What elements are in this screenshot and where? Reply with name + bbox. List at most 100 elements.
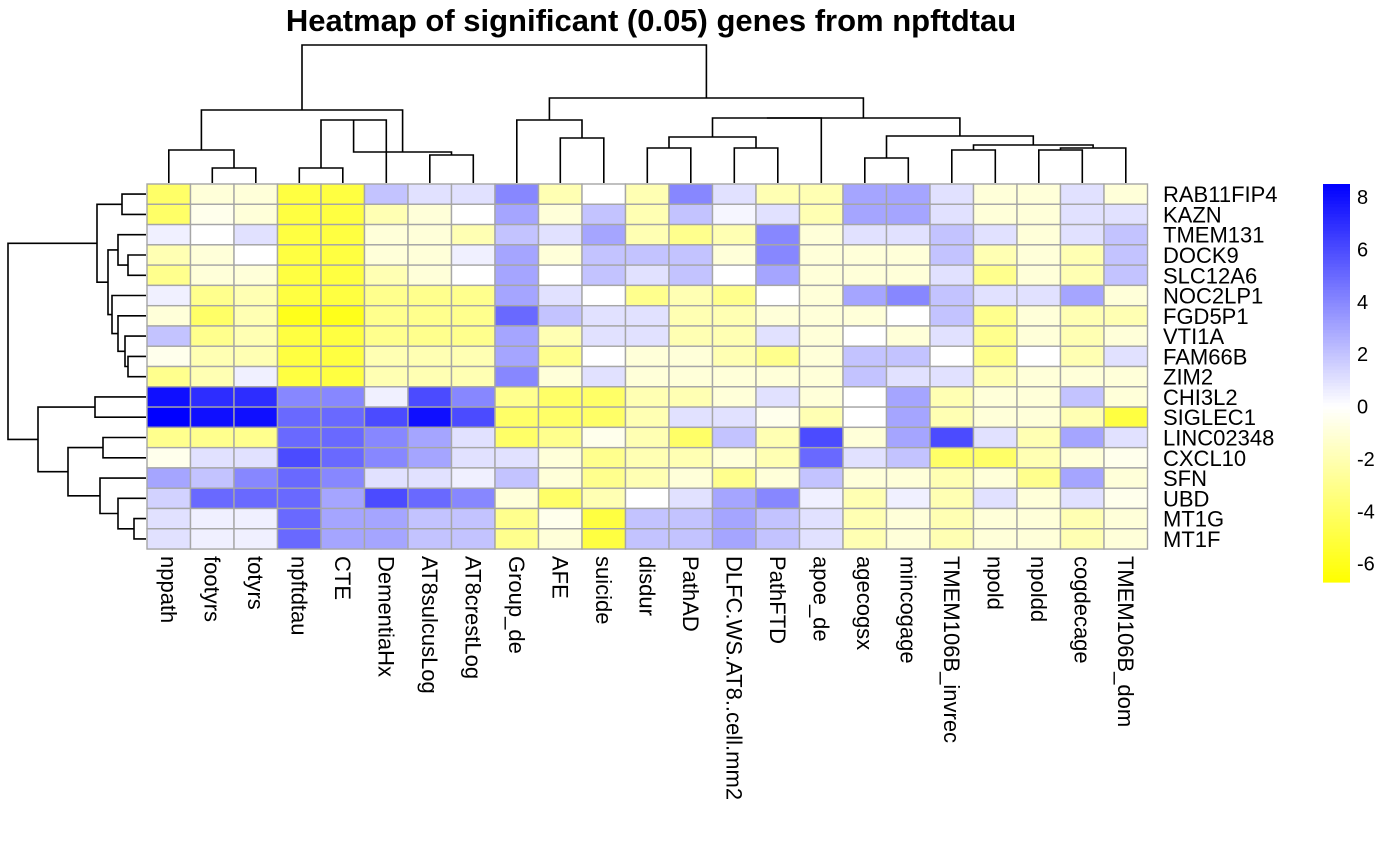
heatmap-cell — [755, 203, 801, 226]
legend-color-step — [1323, 565, 1350, 570]
heatmap-cell — [885, 406, 931, 429]
heatmap-cell — [798, 507, 844, 530]
heatmap-cell — [755, 426, 801, 449]
heatmap-cell — [842, 284, 888, 307]
heatmap-cell — [363, 507, 409, 530]
heatmap-cell — [233, 244, 279, 266]
column-label: nppath — [156, 556, 181, 623]
heatmap-cell — [276, 345, 322, 368]
legend-tick-label: 8 — [1357, 187, 1368, 209]
heatmap-cell — [450, 345, 496, 368]
legend-color-step — [1323, 396, 1350, 401]
column-label: PathAD — [678, 556, 703, 632]
heatmap-cell — [711, 386, 757, 408]
heatmap-cell — [972, 467, 1018, 489]
heatmap-cell — [276, 223, 322, 246]
heatmap-cell — [233, 426, 279, 449]
heatmap-cell — [276, 406, 322, 429]
heatmap-cell — [798, 304, 844, 327]
legend-color-step — [1323, 528, 1350, 533]
legend-color-step — [1323, 419, 1350, 424]
row-label: ZIM2 — [1163, 365, 1213, 390]
heatmap-cell — [407, 203, 453, 226]
legend-color-step — [1323, 373, 1350, 377]
heatmap-cell — [146, 183, 192, 205]
heatmap-cell — [407, 507, 453, 530]
dendrogram-branch — [133, 517, 146, 540]
heatmap-cell — [885, 446, 931, 469]
heatmap-cell — [233, 223, 279, 246]
heatmap-cell — [798, 223, 844, 246]
heatmap-cell — [189, 467, 235, 489]
heatmap-cell — [711, 183, 757, 205]
dendrogram-branch — [864, 157, 910, 183]
heatmap-cell — [494, 304, 540, 327]
legend-tick-label: -6 — [1357, 554, 1375, 576]
heatmap-cell — [276, 446, 322, 469]
heatmap-cell — [1103, 264, 1149, 287]
heatmap-cell — [798, 467, 844, 489]
dendrogram-branch — [94, 396, 146, 418]
legend-color-step — [1323, 366, 1350, 371]
heatmap-cell — [972, 446, 1018, 469]
legend-color-step — [1323, 323, 1350, 328]
heatmap-cell — [494, 446, 540, 469]
row-label: MT1G — [1163, 507, 1224, 532]
heatmap-cell — [146, 244, 192, 266]
row-label: UBD — [1163, 486, 1209, 511]
row-label: MT1F — [1163, 527, 1220, 552]
heatmap-cell — [929, 528, 975, 550]
legend-color-step — [1323, 449, 1350, 454]
legend-color-step — [1323, 260, 1350, 265]
legend-color-step — [1323, 465, 1350, 470]
heatmap-cell — [363, 446, 409, 469]
heatmap-cell — [320, 203, 366, 226]
heatmap-cell — [1016, 426, 1062, 449]
legend-color-step — [1323, 333, 1350, 338]
heatmap-cell — [1103, 386, 1149, 408]
heatmap-cell — [624, 325, 670, 347]
heatmap-cell — [320, 467, 366, 489]
heatmap-cell — [885, 467, 931, 489]
heatmap-cell — [1059, 386, 1105, 408]
heatmap-cell — [1103, 244, 1149, 266]
legend-color-step — [1323, 442, 1350, 447]
heatmap-cell — [494, 406, 540, 429]
heatmap-cell — [233, 345, 279, 368]
dendrogram-branch — [67, 446, 103, 497]
heatmap-cell — [972, 345, 1018, 368]
heatmap-cell — [189, 284, 235, 307]
column-label: CTE — [330, 556, 355, 600]
heatmap-cells — [146, 183, 1149, 550]
heatmap-cell — [1016, 446, 1062, 469]
heatmap-cell — [450, 264, 496, 287]
column-label: TMEM106B_invrec — [939, 556, 964, 743]
heatmap-cell — [189, 345, 235, 368]
legend-color-step — [1323, 293, 1350, 298]
heatmap-cell — [929, 386, 975, 408]
heatmap-cell — [929, 406, 975, 429]
heatmap-cell — [494, 284, 540, 307]
column-label: apoe_de — [808, 556, 833, 642]
heatmap-cell — [842, 365, 888, 388]
legend-color-step — [1323, 276, 1350, 281]
heatmap-cell — [842, 446, 888, 469]
legend-color-step — [1323, 452, 1350, 457]
legend-color-step — [1323, 197, 1350, 202]
heatmap-cell — [755, 386, 801, 408]
heatmap-cell — [581, 507, 627, 530]
heatmap-cell — [798, 244, 844, 266]
legend-color-step — [1323, 489, 1350, 494]
heatmap-cell — [929, 426, 975, 449]
heatmap-cell — [668, 284, 714, 307]
heatmap-cell — [450, 446, 496, 469]
column-label: suicide — [591, 556, 616, 624]
heatmap-cell — [711, 244, 757, 266]
legend-color-step — [1323, 326, 1350, 331]
column-label: agecogsx — [852, 556, 877, 650]
heatmap-cell — [146, 467, 192, 489]
heatmap-cell — [755, 345, 801, 368]
legend-color-step — [1323, 313, 1350, 318]
legend-color-step — [1323, 518, 1350, 523]
heatmap-cell — [1103, 487, 1149, 510]
